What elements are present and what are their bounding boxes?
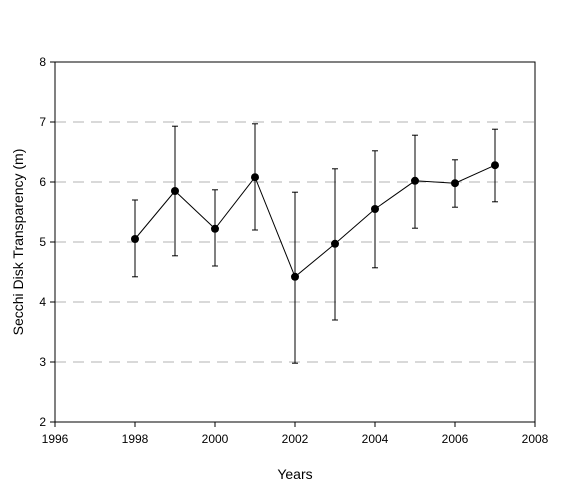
- x-tick-label: 2002: [282, 432, 309, 446]
- y-tick-label: 3: [39, 355, 46, 369]
- x-tick-label: 2004: [362, 432, 389, 446]
- y-tick-label: 7: [39, 115, 46, 129]
- data-point: [211, 224, 219, 233]
- data-point: [131, 235, 139, 243]
- x-tick-label: 1998: [122, 432, 149, 446]
- data-point: [251, 173, 259, 182]
- y-tick-label: 4: [39, 295, 46, 309]
- y-tick-label: 2: [39, 415, 46, 429]
- data-point: [371, 205, 379, 213]
- data-point: [451, 179, 459, 188]
- y-tick-label: 5: [39, 235, 46, 249]
- y-tick-label: 8: [39, 55, 46, 69]
- data-series: [131, 123, 499, 364]
- series-line: [134, 164, 496, 278]
- data-point: [291, 272, 299, 281]
- x-tick-label: 1996: [42, 432, 69, 446]
- data-point: [171, 187, 179, 195]
- x-tick-label: 2006: [442, 432, 469, 446]
- data-point: [491, 161, 499, 170]
- x-axis-title: Years: [277, 466, 312, 482]
- data-point: [411, 176, 419, 185]
- y-tick-label: 6: [39, 175, 46, 189]
- data-point: [331, 239, 339, 248]
- x-tick-label: 2000: [202, 432, 229, 446]
- y-axis-title: Secchi Disk Transparency (m): [10, 149, 26, 336]
- axis-ticks: 2 3 4 5 6 7 8 1996 1998 2000 2002 2004 2006 2008: [39, 55, 548, 446]
- x-tick-label: 2008: [522, 432, 549, 446]
